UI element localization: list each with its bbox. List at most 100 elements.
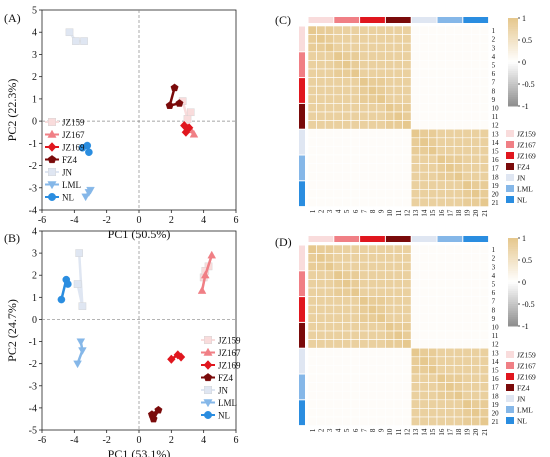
heatmap-cell [453,60,464,70]
heatmap-cell [453,111,464,121]
heatmap-cell [410,68,421,78]
heatmap-cell [419,304,429,315]
heatmap-cell [333,390,343,401]
heatmap-cell [367,154,378,164]
heatmap-cell [393,42,403,53]
heatmap-cell [453,68,464,78]
heatmap-cell [402,137,412,147]
heatmap-cell [376,189,386,199]
heatmap-cell [359,390,369,401]
heatmap-cell [367,347,378,358]
heatmap-cell [445,68,455,78]
heatmap-cell [471,339,481,349]
point-jn [80,37,88,45]
heatmap-cell [342,189,352,199]
heatmap-cell [333,42,343,53]
heatmap-cell [462,339,472,349]
heatmap-cell [402,171,412,182]
heatmap-cell [402,339,412,349]
legend-marker-jn [48,167,57,176]
heatmap-cell [436,287,446,297]
x-tick-label: -4 [70,215,78,226]
heatmap-cell [462,197,472,207]
column-label: 14 [421,428,429,436]
heatmap-cell [445,313,455,323]
heatmap-cell [359,373,369,383]
heatmap-cell [376,287,386,297]
heatmap-cell [479,365,489,375]
heatmap-cell [359,313,369,323]
heatmap-cell [436,60,446,70]
colorbar-segment [508,268,518,272]
heatmap-cell [307,171,317,182]
heatmap-cell [376,296,386,306]
heatmap-cell [436,304,446,315]
y-tick-label: -4 [29,206,37,217]
heatmap-cell [479,163,489,173]
heatmap-cell [453,270,464,280]
heatmap-cell [479,42,489,53]
heatmap-cell [471,197,481,207]
heatmap-cell [324,365,335,375]
x-tick-label: 2 [169,215,174,226]
heatmap-cell [359,399,369,409]
heatmap-cell [324,330,335,340]
heatmap-cell [393,382,403,392]
heatmap-cell [333,60,343,70]
y-tick-label: 0 [32,117,37,128]
heatmap-cell [445,347,455,358]
heatmap-cell [385,356,395,366]
left-group-bar-jn [299,348,305,374]
heatmap-cell [359,261,369,272]
colorbar-segment [508,262,518,265]
colorbar-segment [508,295,518,298]
y-tick-label: -3 [29,183,37,194]
heatmap-cell [350,244,360,254]
heatmap-cell [436,68,446,78]
heatmap-cell [333,416,343,426]
heatmap-cell [402,382,412,392]
heatmap-cell [453,330,464,340]
heatmap-cell [385,146,395,156]
heatmap-cell [436,42,446,53]
colorbar-segment [508,282,518,285]
row-label: 10 [492,324,500,332]
row-label: 6 [492,70,496,78]
heatmap-cell [376,103,386,113]
colorbar-segment [508,266,518,270]
heatmap-cell [367,163,378,173]
heatmap-cell [350,408,360,418]
heatmap-cell [479,60,489,70]
colorbar-segment [508,42,518,45]
colorbar-segment [508,312,518,316]
heatmap-cell [393,253,403,263]
point-jz159 [186,108,195,117]
heatmap-cell [419,382,429,392]
heatmap-cell [376,171,386,182]
colorbar-segment [508,246,518,250]
heatmap-cell [428,189,438,199]
y-tick-label: 4 [32,28,37,39]
heatmap-cell [428,25,438,35]
heatmap-cell [410,347,421,358]
y-tick-label: 2 [32,271,37,282]
heatmap-cell [453,137,464,147]
heatmap-cell [324,51,335,61]
colorbar-segment [508,310,518,314]
heatmap-cell [333,111,343,121]
heatmap-cell [410,279,421,289]
heatmap-cell [419,85,429,96]
heatmap-cell [342,296,352,306]
heatmap-cell [462,60,472,70]
heatmap-cell [316,180,326,190]
heatmap-cell [419,163,429,173]
heatmap-cell [316,103,326,113]
left-group-bar-nl [299,400,305,426]
heatmap-cell [393,270,403,280]
heatmap-cell [436,128,446,139]
heatmap-cell [428,416,438,426]
point-jz169 [181,127,191,137]
column-label: 15 [429,209,437,217]
heatmap-cell [436,154,446,164]
row-label: 1 [492,27,496,35]
